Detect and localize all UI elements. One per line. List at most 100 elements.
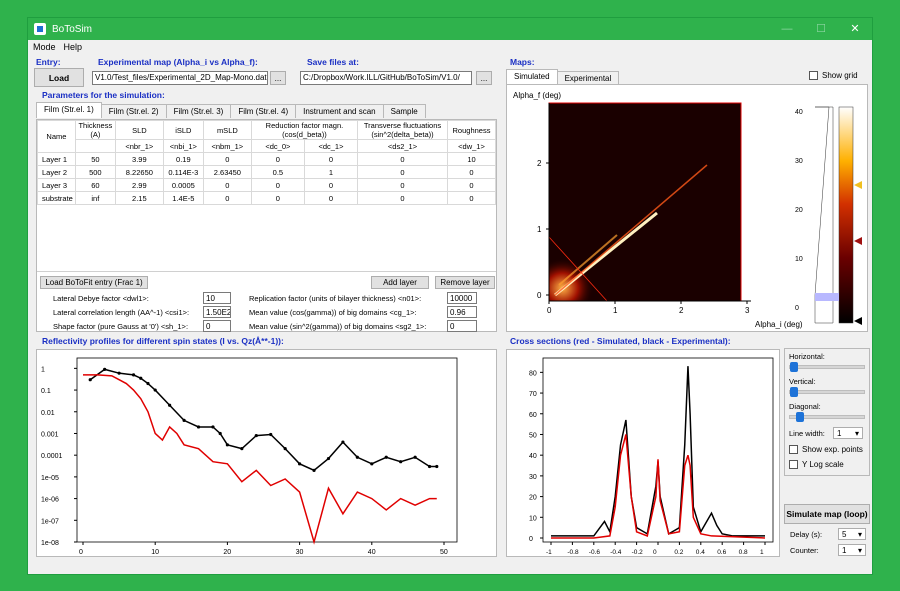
- cell[interactable]: 1.4E-5: [162, 191, 204, 205]
- cell[interactable]: 0: [202, 191, 252, 205]
- cell[interactable]: 0: [447, 178, 496, 192]
- cell[interactable]: 0: [447, 165, 496, 179]
- tab-instrument[interactable]: Instrument and scan: [295, 104, 384, 118]
- tab-film-1[interactable]: Film (Str.el. 1): [36, 102, 102, 118]
- cell[interactable]: substrate: [37, 191, 76, 205]
- film-tabs: Film (Str.el. 1) Film (Str.el. 2) Film (…: [36, 102, 426, 118]
- cell[interactable]: 8.22650: [114, 165, 164, 179]
- menu-help[interactable]: Help: [63, 42, 83, 52]
- tab-simulated[interactable]: Simulated: [506, 69, 558, 85]
- cell[interactable]: 0: [202, 178, 252, 192]
- close-icon[interactable]: ✕: [850, 23, 860, 35]
- tab-film-4[interactable]: Film (Str.el. 4): [230, 104, 297, 118]
- cell[interactable]: Layer 2: [37, 165, 76, 179]
- slider-handle[interactable]: [796, 412, 804, 422]
- cell[interactable]: 0: [357, 165, 448, 179]
- vertical-slider[interactable]: [789, 387, 865, 397]
- correlation-field[interactable]: 1.50E2: [203, 306, 231, 318]
- col-reduction: Reduction factor magn. (cos(d_beta)): [250, 120, 359, 140]
- delay-select[interactable]: 5: [838, 528, 866, 540]
- colorbar-mid-handle[interactable]: [854, 237, 862, 245]
- cos-gamma-field[interactable]: 0.96: [447, 306, 477, 318]
- cell[interactable]: inf: [74, 191, 116, 205]
- cell[interactable]: 500: [74, 165, 116, 179]
- colorbar-upper-handle[interactable]: [854, 181, 862, 189]
- slider-handle[interactable]: [790, 362, 798, 372]
- save-path-field[interactable]: C:/Dropbox/Work.ILL/GitHub/BoToSim/V1.0/: [300, 71, 472, 85]
- map-ticks: 0 1 2 3 0 1 2: [537, 159, 750, 315]
- cell[interactable]: 50: [74, 152, 116, 166]
- checkbox-box[interactable]: [789, 460, 798, 469]
- cell[interactable]: 0: [303, 191, 359, 205]
- maximize-icon[interactable]: ☐: [816, 23, 826, 35]
- cross-xtick-label: 0.4: [696, 549, 705, 556]
- tab-experimental[interactable]: Experimental: [556, 71, 620, 85]
- diagonal-slider[interactable]: [789, 412, 865, 422]
- cell[interactable]: 0: [250, 191, 305, 205]
- cell[interactable]: 2.15: [114, 191, 164, 205]
- table-row: Layer 2 500 8.22650 0.114E-3 2.63450 0.5 1 0 0: [37, 165, 496, 179]
- cell[interactable]: Layer 3: [37, 178, 76, 192]
- cell[interactable]: Layer 1: [37, 152, 76, 166]
- cell[interactable]: 0: [357, 152, 448, 166]
- col-transverse: Transverse fluctuations (sin^2(delta_bet…: [357, 120, 448, 140]
- refl-data-point: [168, 403, 172, 407]
- cell[interactable]: 0: [447, 191, 496, 205]
- counter-select[interactable]: 1: [838, 544, 866, 556]
- cell[interactable]: 0: [303, 178, 359, 192]
- map-xtick-label: 3: [745, 306, 750, 315]
- tab-film-3[interactable]: Film (Str.el. 3): [165, 104, 232, 118]
- minimize-icon[interactable]: —: [781, 23, 793, 35]
- cell[interactable]: 0.5: [250, 165, 305, 179]
- line-width-select[interactable]: 1: [833, 427, 863, 439]
- cell[interactable]: 10: [447, 152, 496, 166]
- replication-field[interactable]: 10000: [447, 292, 477, 304]
- checkbox-box[interactable]: [809, 71, 818, 80]
- cell[interactable]: 0: [357, 191, 448, 205]
- checkbox-box[interactable]: [789, 445, 798, 454]
- cell[interactable]: 0: [202, 152, 252, 166]
- cell[interactable]: 1: [303, 165, 359, 179]
- cell[interactable]: 0.0005: [162, 178, 204, 192]
- cell[interactable]: 0: [357, 178, 448, 192]
- cell[interactable]: 2.99: [114, 178, 164, 192]
- refl-xtick-label: 40: [368, 549, 376, 556]
- colorbar-tick-label: 0: [795, 305, 799, 312]
- ylog-checkbox[interactable]: Y Log scale: [789, 460, 844, 469]
- exp-map-browse-button[interactable]: ...: [270, 71, 286, 85]
- cell[interactable]: 2.63450: [202, 165, 252, 179]
- cell[interactable]: 0.114E-3: [162, 165, 204, 179]
- slider-handle[interactable]: [790, 387, 798, 397]
- window-title: BoToSim: [52, 23, 93, 35]
- remove-layer-button[interactable]: Remove layer: [435, 276, 495, 289]
- cell[interactable]: 0.19: [162, 152, 204, 166]
- cross-xtick-label: 0: [653, 549, 657, 556]
- cell[interactable]: 0: [303, 152, 359, 166]
- menu-mode[interactable]: Mode: [33, 42, 56, 52]
- tab-film-2[interactable]: Film (Str.el. 2): [100, 104, 167, 118]
- show-exp-checkbox[interactable]: Show exp. points: [789, 445, 863, 454]
- colorbar-lower-handle[interactable]: [854, 317, 862, 325]
- refl-data-point: [153, 388, 157, 392]
- replication-label: Replication factor (units of bilayer thi…: [249, 294, 422, 303]
- cross-ytick-label: 70: [529, 391, 537, 398]
- cell[interactable]: 0: [250, 152, 305, 166]
- cell[interactable]: 60: [74, 178, 116, 192]
- cross-ytick-label: 0: [529, 536, 533, 543]
- horizontal-slider[interactable]: [789, 362, 865, 372]
- cell[interactable]: 0: [250, 178, 305, 192]
- tab-sample[interactable]: Sample: [382, 104, 426, 118]
- simulate-map-button[interactable]: Simulate map (loop): [784, 504, 870, 524]
- debye-field[interactable]: 10: [203, 292, 231, 304]
- load-botofit-button[interactable]: Load BoToFit entry (Frac 1): [40, 276, 148, 289]
- show-grid-checkbox[interactable]: Show grid: [809, 71, 858, 80]
- load-button[interactable]: Load: [34, 68, 84, 87]
- add-layer-button[interactable]: Add layer: [371, 276, 429, 289]
- sin-gamma-field[interactable]: 0: [447, 320, 477, 332]
- debye-label: Lateral Debye factor <dwl1>:: [53, 294, 149, 303]
- cell[interactable]: 3.99: [114, 152, 164, 166]
- exp-map-path-field[interactable]: V1.0/Test_files/Experimental_2D_Map-Mono…: [92, 71, 268, 85]
- colorbar-selector[interactable]: [815, 293, 839, 301]
- shape-field[interactable]: 0: [203, 320, 231, 332]
- save-browse-button[interactable]: ...: [476, 71, 492, 85]
